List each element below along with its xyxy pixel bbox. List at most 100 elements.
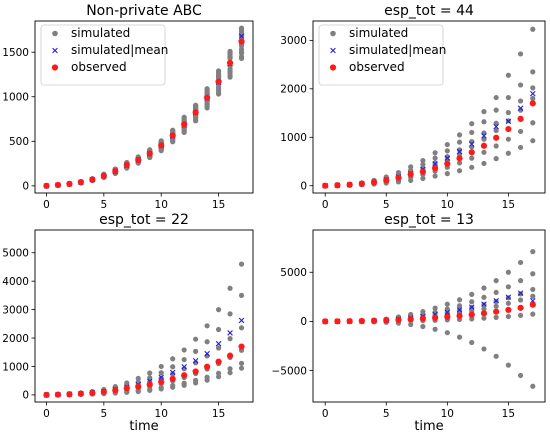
mean-marker <box>505 118 512 125</box>
x-tick-label: 10 <box>155 199 168 211</box>
y-tick-label: 1000 <box>2 361 29 373</box>
simulated-point <box>432 150 438 156</box>
axes-frame <box>312 229 546 403</box>
mean-marker <box>493 297 499 304</box>
simulated-point <box>215 91 222 97</box>
observed-point <box>419 315 426 322</box>
mean-marker <box>481 133 487 139</box>
mean-marker <box>215 340 222 347</box>
mean-marker-stroke <box>493 297 499 304</box>
simulated-point <box>181 114 187 120</box>
mean-marker <box>238 33 245 39</box>
simulated-point <box>204 86 210 92</box>
simulated-point <box>493 127 499 134</box>
simulated-point <box>181 129 187 135</box>
observed-point <box>468 311 475 318</box>
simulated-point <box>505 72 511 78</box>
mean-marker-stroke <box>530 90 536 97</box>
simulated-point <box>181 347 187 353</box>
simulated-point <box>227 311 233 317</box>
observed-point <box>238 343 245 350</box>
observed-point <box>444 313 451 321</box>
observed-point <box>346 181 353 188</box>
simulated-point <box>432 173 438 179</box>
panel-bottom-right: esp_tot = 13 0 5 10 15 −5000 0 5000 time <box>271 212 546 433</box>
simulated-point <box>170 382 176 389</box>
x-tick-label: 15 <box>212 408 225 420</box>
simulated-point <box>505 284 511 290</box>
simulated-point <box>147 375 153 381</box>
observed-point <box>468 149 475 156</box>
simulated-point <box>420 157 426 164</box>
observed-point <box>456 155 463 162</box>
y-tick-label: 0 <box>22 390 29 402</box>
y-tick-label: −5000 <box>271 365 307 377</box>
y-tick-label: 500 <box>9 136 29 148</box>
y-tick-label: 0 <box>300 316 307 328</box>
y-tick-label: 1500 <box>2 47 29 59</box>
simulated-point <box>517 82 524 88</box>
observed-point <box>215 358 222 365</box>
simulated-point <box>238 55 245 62</box>
simulated-point <box>238 292 245 298</box>
legend-label: observed <box>71 60 127 74</box>
simulated-point <box>469 121 475 127</box>
mean-marker-stroke <box>468 141 475 147</box>
simulated-point <box>444 148 450 154</box>
observed-point <box>383 177 390 184</box>
simulated-point <box>530 120 536 126</box>
mean-marker-stroke <box>444 309 451 316</box>
simulated-point <box>493 94 499 101</box>
x-axis-label: time <box>414 419 443 433</box>
simulated-point <box>420 161 426 168</box>
observed-point <box>181 372 188 379</box>
simulated-point <box>420 308 426 315</box>
x-tick-label: 0 <box>43 199 50 211</box>
x-tick-label: 5 <box>383 199 390 211</box>
observed-point <box>493 134 500 141</box>
legend-label: simulated|mean <box>71 43 168 57</box>
simulated-point <box>493 314 499 320</box>
simulated-point <box>469 291 475 297</box>
mean-marker <box>444 309 451 316</box>
mean-marker-stroke <box>158 374 164 381</box>
observed-point <box>135 156 142 164</box>
simulated-point <box>493 303 499 309</box>
simulated-point <box>227 285 233 291</box>
y-tick-label: 2000 <box>280 84 307 96</box>
x-tick-label: 5 <box>100 408 107 420</box>
x-tick-label: 0 <box>322 199 329 211</box>
y-tick-label: 0 <box>22 181 29 193</box>
mean-marker <box>468 304 475 310</box>
simulated-point <box>493 143 499 149</box>
observed-point <box>66 180 73 188</box>
panel-bottom-left: esp_tot = 22 0 5 10 15 0 1000 2000 3000 4000 5000 t… <box>2 212 254 433</box>
observed-point <box>43 182 50 189</box>
observed-point <box>395 174 402 181</box>
mean-marker <box>444 155 451 161</box>
legend-label: simulated <box>71 26 130 40</box>
legend: simulated simulated|mean observed <box>40 24 168 86</box>
observed-point <box>89 389 96 397</box>
mean-marker-stroke <box>181 363 187 370</box>
simulated-point <box>481 119 487 125</box>
y-tick-label: 1000 <box>280 132 307 144</box>
axes-frame <box>34 229 254 403</box>
mean-marker-stroke <box>468 304 475 310</box>
panel-top-right: esp_tot = 44 0 5 10 15 0 1000 2000 3000 simulated… <box>280 3 546 211</box>
simulated-point <box>456 132 463 138</box>
observed-point <box>370 179 378 186</box>
simulated-point <box>432 160 438 166</box>
simulated-point <box>227 370 233 376</box>
x-tick-label: 15 <box>502 199 515 211</box>
legend-box <box>40 24 166 86</box>
simulated-point <box>517 278 524 284</box>
simulated-point <box>227 74 233 80</box>
x-tick-label: 0 <box>322 408 329 420</box>
simulated-point <box>505 150 511 156</box>
simulated-point <box>215 68 222 74</box>
simulated-point <box>204 374 210 380</box>
observed-point <box>444 160 451 167</box>
simulated-point <box>530 249 536 255</box>
